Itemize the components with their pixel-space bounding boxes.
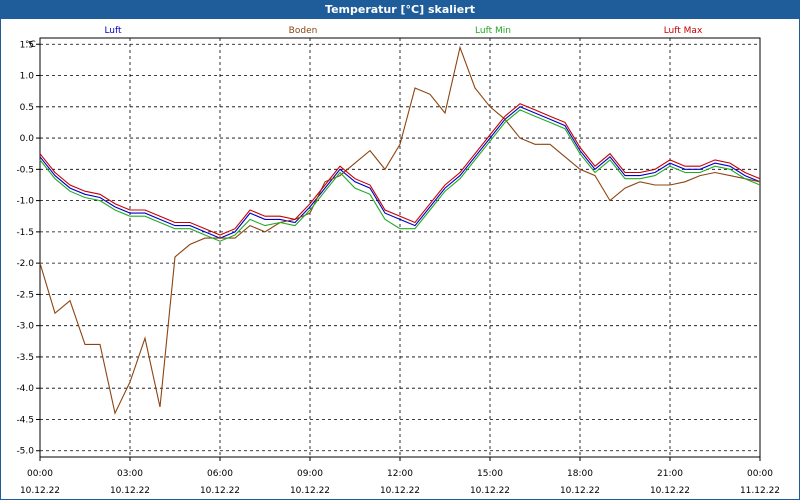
x-tick-date: 10.12.22 (470, 486, 510, 496)
y-tick-label: -2.5 (16, 290, 34, 300)
x-tick-time: 06:00 (207, 469, 233, 479)
x-tick-time: 21:00 (657, 469, 683, 479)
x-tick-time: 00:00 (747, 469, 773, 479)
y-tick-label: -3.0 (16, 322, 34, 332)
y-tick-label: -4.0 (16, 384, 34, 394)
x-tick-time: 12:00 (387, 469, 413, 479)
y-tick-label: -5.0 (16, 447, 34, 457)
chart-title: Temperatur [°C] skaliert (1, 1, 799, 19)
grid (40, 38, 760, 457)
legend-entry: Luft Min (475, 26, 511, 36)
y-tick-label: -4.5 (16, 415, 34, 425)
x-tick-date: 10.12.22 (650, 486, 690, 496)
x-tick-time: 03:00 (117, 469, 143, 479)
x-tick-date: 11.12.22 (740, 486, 780, 496)
x-tick-date: 10.12.22 (200, 486, 240, 496)
x-tick-time: 09:00 (297, 469, 323, 479)
legend-entry: Boden (289, 26, 318, 36)
y-tick-label: -0.5 (16, 165, 34, 175)
series-line-luft-max (39, 103, 761, 236)
series-lines (39, 45, 761, 415)
x-tick-time: 00:00 (27, 469, 53, 479)
series-line-luft-min (39, 109, 761, 242)
y-tick-label: -1.0 (16, 197, 34, 207)
x-tick-date: 10.12.22 (290, 486, 330, 496)
y-tick-label: -3.5 (16, 353, 34, 363)
x-tick-date: 10.12.22 (110, 486, 150, 496)
y-axis: °C1.5 1.0 0.5 0.0 -0.5 -1.0 -1.5 -2.0 -2.5 -3.0 -3… (16, 40, 40, 457)
y-tick-label: -1.5 (16, 228, 34, 238)
x-tick-time: 18:00 (567, 469, 593, 479)
y-tick-label: -2.0 (16, 259, 34, 269)
legend: Luft Boden Luft Min Luft Max (104, 26, 703, 36)
x-tick-date: 10.12.22 (20, 486, 60, 496)
y-tick-label: 1.0 (20, 72, 35, 82)
y-tick-label: 0.5 (20, 103, 34, 113)
y-tick-label: 0.0 (20, 134, 35, 144)
series-line-boden (39, 45, 761, 415)
x-tick-time: 15:00 (477, 469, 503, 479)
legend-entry: Luft (104, 26, 122, 36)
legend-entry: Luft Max (664, 26, 703, 36)
x-tick-date: 10.12.22 (380, 486, 420, 496)
x-axis: 00:00 10.12.22 03:00 10.12.22 06:00 10.12.22 0… (20, 457, 780, 496)
series-line-luft (39, 106, 761, 239)
y-axis-unit: °C (25, 40, 36, 50)
y-tick-label: 1.5 (20, 40, 34, 50)
x-tick-date: 10.12.22 (560, 486, 600, 496)
